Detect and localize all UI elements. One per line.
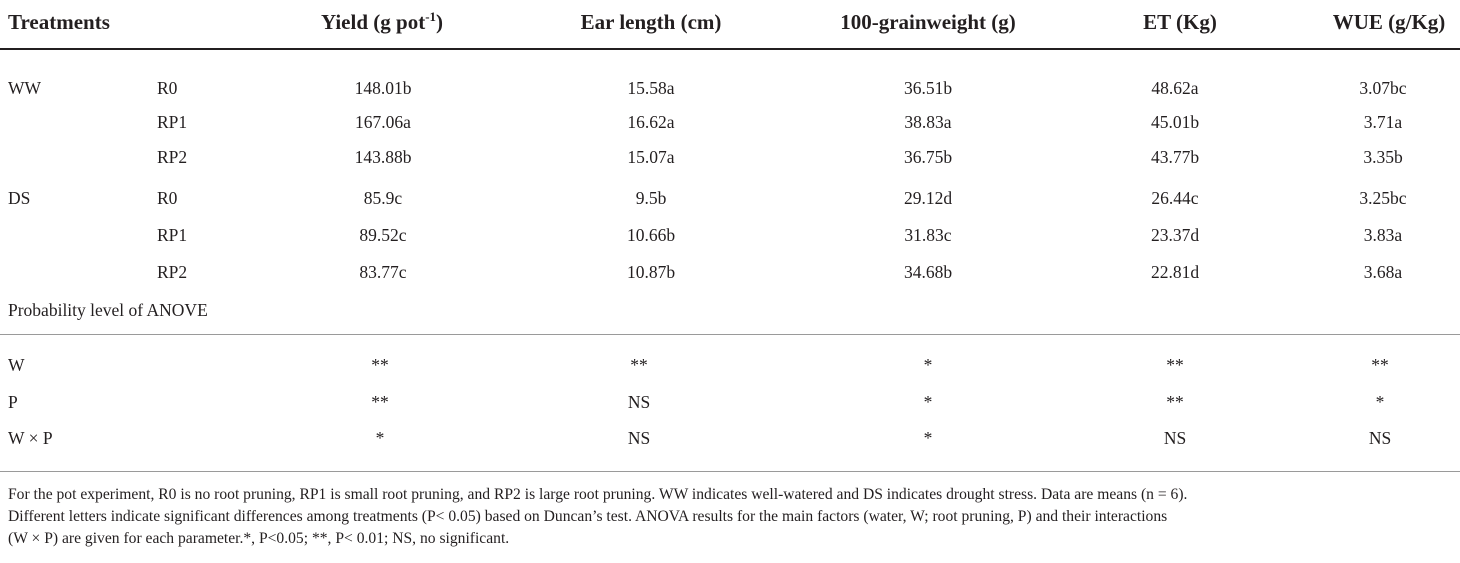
cell-yield: 89.52c <box>359 225 407 245</box>
cell-wue: 3.35b <box>1363 147 1403 167</box>
header-rule <box>0 48 1460 50</box>
row-sub: RP2 <box>157 262 188 282</box>
footnote-line: For the pot experiment, R0 is no root pr… <box>8 486 1188 503</box>
cell-et: 23.37d <box>1150 225 1200 245</box>
anova-yield: * <box>375 428 385 448</box>
anova-et: ** <box>1166 392 1184 412</box>
anova-grain: * <box>923 355 933 375</box>
anova-et: NS <box>1163 428 1187 448</box>
cell-ear: 10.66b <box>626 225 676 245</box>
anova-grain: * <box>923 392 933 412</box>
anova-factor: P <box>8 392 18 412</box>
cell-grain: 36.51b <box>903 78 953 98</box>
row-sub: R0 <box>157 188 178 208</box>
row-sub: RP1 <box>157 225 188 245</box>
header-ear-length: Ear length (cm) <box>580 10 722 34</box>
cell-yield: 143.88b <box>354 147 412 167</box>
cell-yield: 167.06a <box>355 112 411 132</box>
cell-wue: 3.07bc <box>1359 78 1407 98</box>
cell-yield: 148.01b <box>354 78 412 98</box>
cell-ear: 9.5b <box>635 188 667 208</box>
header-wue: WUE (g/Kg) <box>1332 10 1446 34</box>
header-et: ET (Kg) <box>1143 10 1217 34</box>
probability-label: Probability level of ANOVE <box>8 300 208 320</box>
cell-ear: 15.07a <box>627 147 675 167</box>
cell-grain: 31.83c <box>904 225 952 245</box>
cell-grain: 29.12d <box>903 188 953 208</box>
cell-et: 43.77b <box>1150 147 1200 167</box>
footnote-line: Different letters indicate significant d… <box>8 508 1168 525</box>
cell-ear: 15.58a <box>627 78 675 98</box>
footnote-line: (W × P) are given for each parameter.*, … <box>8 530 510 547</box>
cell-grain: 34.68b <box>903 262 953 282</box>
header-treatments: Treatments <box>8 10 110 34</box>
row-group: WW <box>8 78 42 98</box>
row-sub: RP1 <box>157 112 188 132</box>
anova-ear: NS <box>627 392 651 412</box>
footnote-rule <box>0 471 1460 472</box>
anova-factor: W × P <box>8 428 53 448</box>
anova-factor: W <box>8 355 25 375</box>
anova-wue: ** <box>1371 355 1389 375</box>
anova-yield: ** <box>371 392 389 412</box>
cell-wue: 3.68a <box>1363 262 1403 282</box>
cell-wue: 3.71a <box>1363 112 1403 132</box>
anova-et: ** <box>1166 355 1184 375</box>
anova-yield: ** <box>371 355 389 375</box>
row-sub: R0 <box>157 78 178 98</box>
table-footnote: For the pot experiment, R0 is no root pr… <box>8 484 1456 550</box>
cell-et: 22.81d <box>1150 262 1200 282</box>
cell-yield: 83.77c <box>359 262 407 282</box>
cell-et: 26.44c <box>1151 188 1199 208</box>
cell-ear: 10.87b <box>626 262 676 282</box>
cell-grain: 36.75b <box>903 147 953 167</box>
cell-wue: 3.83a <box>1363 225 1403 245</box>
header-yield: Yield (g pot-1) <box>320 9 444 34</box>
anova-ear: NS <box>627 428 651 448</box>
anova-rule <box>0 334 1460 335</box>
anova-wue: NS <box>1368 428 1392 448</box>
row-group: DS <box>8 188 31 208</box>
cell-et: 48.62a <box>1151 78 1199 98</box>
cell-grain: 38.83a <box>904 112 952 132</box>
anova-ear: ** <box>630 355 648 375</box>
cell-et: 45.01b <box>1150 112 1200 132</box>
cell-ear: 16.62a <box>627 112 675 132</box>
row-sub: RP2 <box>157 147 188 167</box>
cell-yield: 85.9c <box>363 188 403 208</box>
anova-wue: * <box>1375 392 1385 412</box>
anova-grain: * <box>923 428 933 448</box>
header-grain-weight: 100-grainweight (g) <box>840 10 1016 34</box>
cell-wue: 3.25bc <box>1359 188 1407 208</box>
